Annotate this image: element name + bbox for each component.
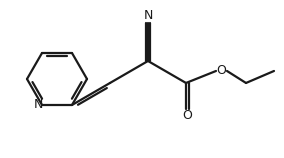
Text: N: N [143, 9, 153, 22]
Text: N: N [33, 98, 43, 112]
Text: O: O [217, 64, 226, 77]
Text: O: O [183, 109, 193, 122]
